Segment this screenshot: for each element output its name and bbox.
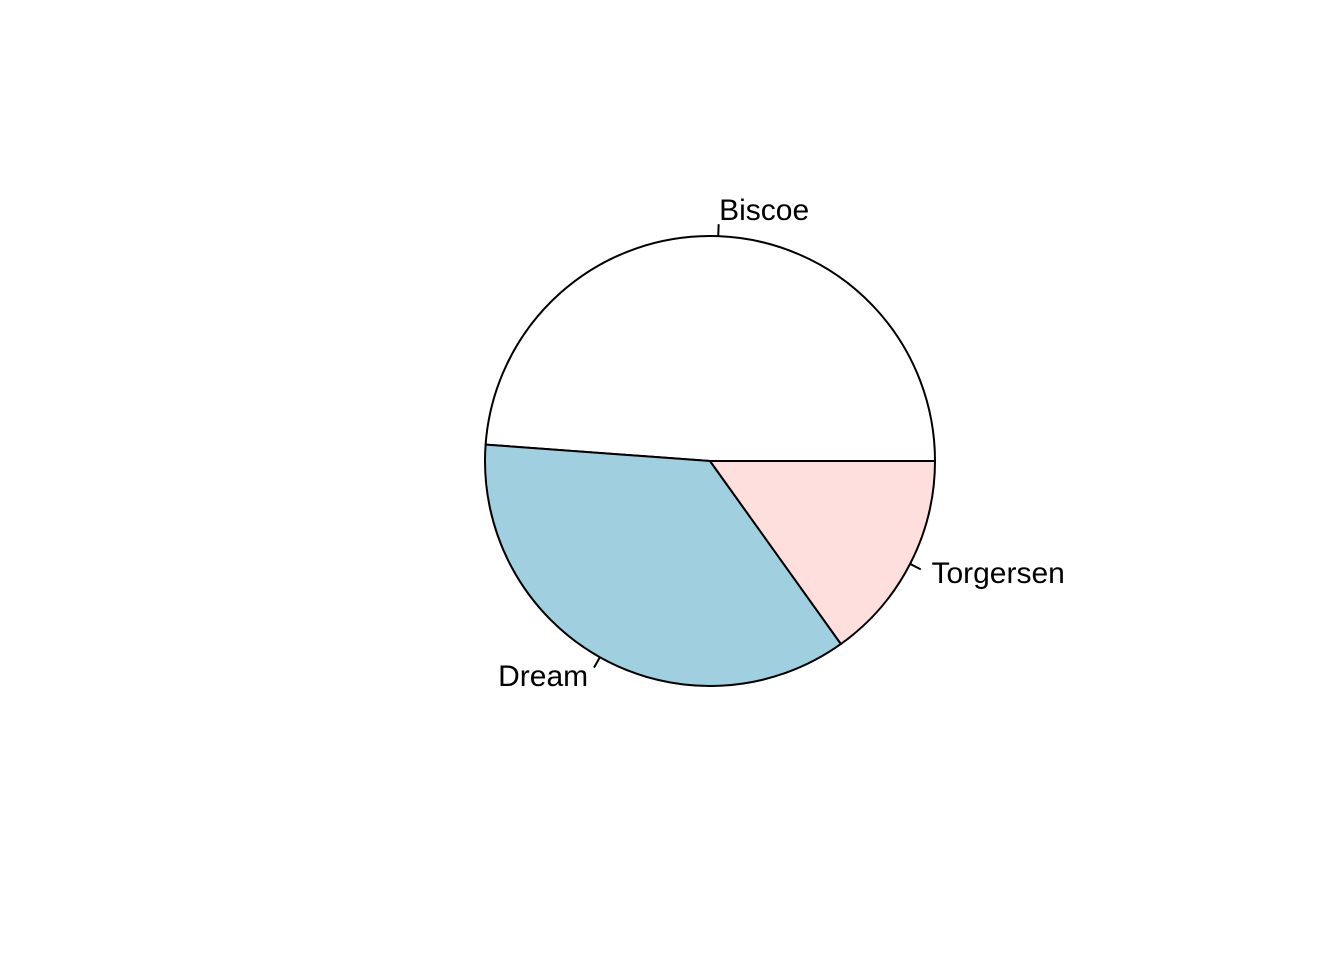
label-ticks <box>593 224 922 669</box>
pie-slice-torgersen <box>709 460 936 645</box>
pie-slices <box>484 235 936 687</box>
slice-label-dream: Dream <box>498 660 588 693</box>
pie-slice-dream <box>484 443 842 687</box>
slice-labels: Biscoe Dream Torgersen <box>498 194 1065 693</box>
slice-label-biscoe: Biscoe <box>719 194 809 227</box>
label-tick-torgersen <box>909 562 922 571</box>
pie-slice-biscoe <box>484 235 936 462</box>
slice-label-torgersen: Torgersen <box>931 557 1064 590</box>
label-tick-dream <box>593 656 601 669</box>
